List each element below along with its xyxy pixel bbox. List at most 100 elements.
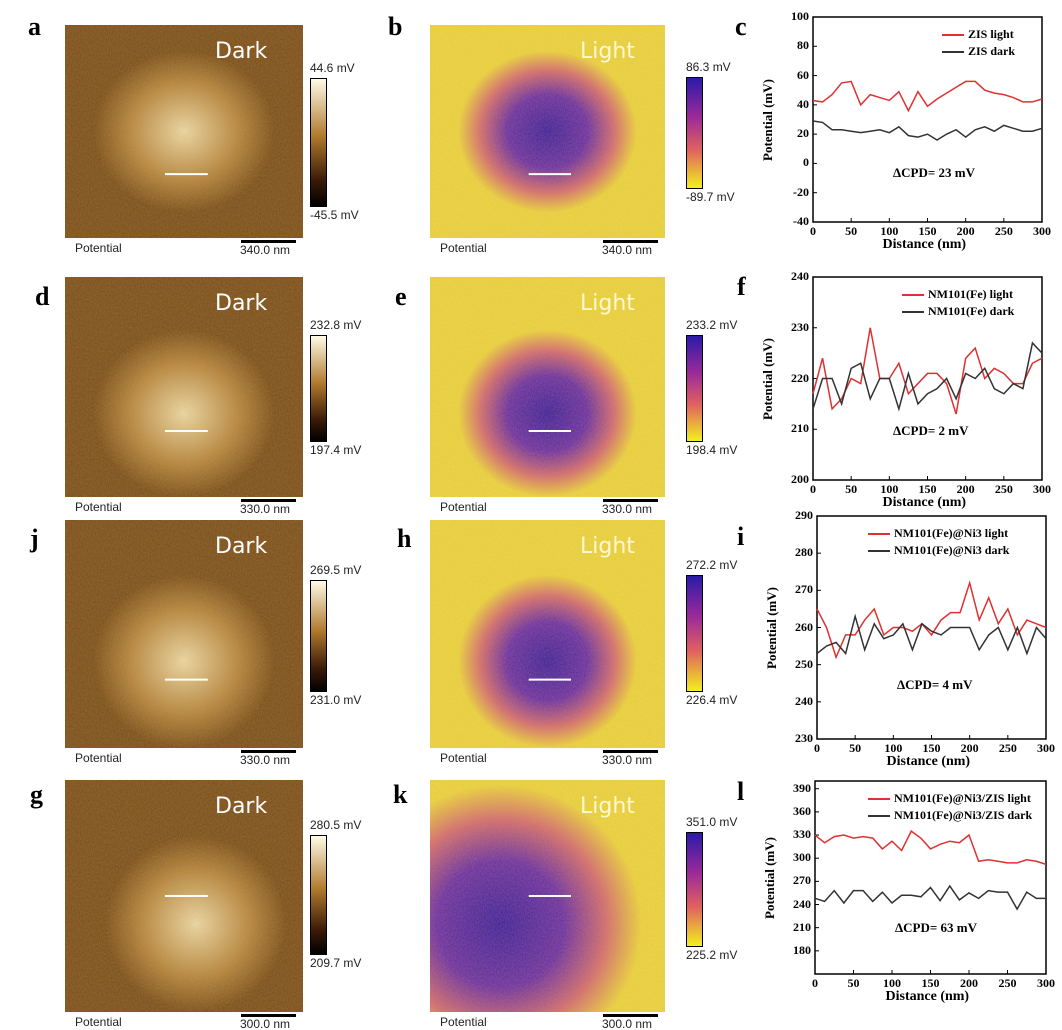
scale-label: 330.0 nm (240, 502, 291, 516)
y-axis-label: Potential (mV) (762, 836, 777, 919)
x-tick-label: 100 (880, 224, 899, 238)
chart-letter: c (735, 12, 747, 41)
delta-cpd-annotation: ΔCPD= 63 mV (895, 919, 977, 935)
panel-letter: e (395, 282, 407, 311)
y-tick-label: 270 (793, 873, 811, 888)
y-tick-label: 60 (797, 67, 809, 82)
delta-cpd-annotation: ΔCPD= 4 mV (897, 676, 973, 692)
legend-swatch (942, 51, 964, 53)
panel-letter: h (397, 524, 412, 553)
x-tick-label: 100 (883, 976, 901, 990)
scale-bar (603, 750, 658, 753)
colorbar (686, 335, 703, 442)
y-axis-label: Potential (mV) (764, 586, 779, 669)
x-tick-label: 300 (1037, 741, 1055, 755)
y-tick-label: 250 (795, 656, 813, 671)
colorbar-min: 197.4 mV (310, 443, 362, 457)
chart-plot-area (812, 276, 1043, 481)
x-tick-label: 200 (960, 741, 979, 755)
colorbar-min: 198.4 mV (686, 443, 738, 457)
chart-plot-area (814, 780, 1047, 975)
colorbar-max: 280.5 mV (310, 818, 362, 832)
colorbar-min: 226.4 mV (686, 693, 738, 707)
x-axis-label: Distance (nm) (882, 495, 967, 510)
x-tick-label: 0 (812, 976, 818, 990)
scale-bar (603, 1014, 658, 1017)
scale-label: 340.0 nm (602, 243, 653, 257)
x-tick-label: 0 (814, 741, 820, 755)
image-caption: Potential (440, 241, 487, 255)
mode-label: Dark (215, 39, 268, 64)
x-tick-label: 250 (998, 741, 1017, 755)
y-tick-label: 360 (793, 803, 811, 818)
y-tick-label: 230 (791, 319, 809, 334)
legend-swatch (868, 815, 890, 817)
y-axis-label: Potential (mV) (760, 78, 775, 161)
mode-label: Light (580, 794, 635, 819)
legend-swatch (868, 550, 890, 552)
panel-letter: b (388, 12, 403, 41)
y-tick-label: 210 (791, 421, 809, 436)
x-tick-label: 250 (994, 224, 1013, 238)
colorbar (310, 835, 327, 955)
x-tick-label: 50 (845, 482, 858, 496)
scale-bar (241, 750, 296, 753)
x-axis-label: Distance (nm) (885, 989, 970, 1004)
y-tick-label: 100 (791, 9, 809, 23)
y-tick-label: 80 (797, 38, 809, 53)
kpfm-image (430, 25, 665, 238)
chart-letter: i (737, 522, 745, 551)
y-tick-label: 330 (793, 827, 811, 842)
image-noise (430, 25, 665, 238)
panel-letter: a (28, 12, 41, 41)
series-line-light (816, 580, 1047, 660)
mode-label: Light (580, 534, 635, 559)
x-tick-label: 150 (918, 224, 937, 238)
mode-label: Light (580, 39, 635, 64)
scale-bar (241, 1014, 296, 1017)
legend-swatch (942, 34, 964, 36)
colorbar-min: 225.2 mV (686, 948, 738, 962)
x-tick-label: 200 (960, 976, 978, 990)
scale-label: 330.0 nm (602, 502, 653, 516)
y-tick-label: -20 (793, 184, 809, 199)
scale-bar (603, 499, 658, 502)
series-line-dark (812, 341, 1043, 412)
colorbar (310, 335, 327, 442)
colorbar-min: -45.5 mV (310, 208, 359, 222)
kpfm-image (65, 780, 303, 1012)
kpfm-image (65, 520, 303, 748)
x-tick-label: 150 (918, 482, 937, 496)
y-tick-label: 20 (797, 126, 809, 141)
x-tick-label: 150 (922, 741, 941, 755)
delta-cpd-annotation: ΔCPD= 23 mV (893, 164, 975, 180)
colorbar (310, 580, 327, 692)
legend-label: ZIS dark (968, 44, 1016, 58)
scale-label: 330.0 nm (240, 753, 291, 767)
x-tick-label: 0 (810, 482, 816, 496)
colorbar-max: 233.2 mV (686, 318, 738, 332)
panel-letter: j (30, 524, 39, 553)
kpfm-image (65, 25, 303, 238)
x-tick-label: 50 (847, 976, 860, 990)
x-tick-label: 200 (956, 482, 975, 496)
colorbar-max: 269.5 mV (310, 563, 362, 577)
x-tick-label: 50 (845, 224, 858, 238)
colorbar (686, 832, 703, 947)
y-tick-label: 390 (793, 780, 811, 795)
x-tick-label: 200 (956, 224, 975, 238)
image-noise (65, 277, 303, 497)
colorbar-max: 232.8 mV (310, 318, 362, 332)
x-tick-label: 0 (810, 224, 816, 238)
x-axis-label: Distance (nm) (882, 237, 967, 252)
colorbar-max: 44.6 mV (310, 61, 355, 75)
panel-letter: g (30, 780, 43, 809)
delta-cpd-annotation: ΔCPD= 2 mV (893, 423, 969, 439)
y-tick-label: 220 (791, 370, 809, 385)
colorbar-max: 272.2 mV (686, 558, 738, 572)
legend-swatch (902, 294, 924, 296)
scale-bar (241, 499, 296, 502)
y-tick-label: 0 (803, 155, 809, 170)
legend-label: NM101(Fe) dark (928, 304, 1015, 318)
